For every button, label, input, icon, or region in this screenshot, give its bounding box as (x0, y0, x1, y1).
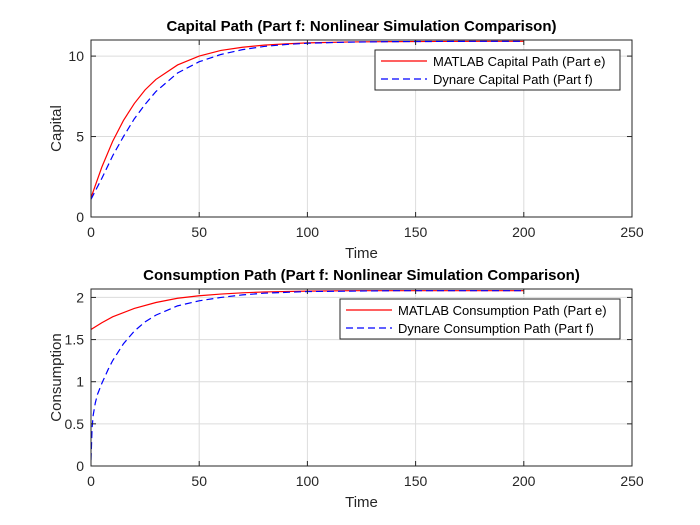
chart-panel-1: 0 50 100 150 200 250 0 5 10 Capital Path (Part f:… (48, 18, 644, 262)
legend-box (339, 298, 621, 340)
legend: MATLAB Consumption Path (Part e) Dynare C… (339, 298, 621, 340)
legend-entry-2: Dynare Consumption Path (Part f) (398, 321, 594, 336)
axes-frame (90, 288, 633, 467)
x-tick-label: 250 (620, 224, 644, 240)
legend-entry-2: Dynare Capital Path (Part f) (433, 72, 593, 87)
legend-entry-1: MATLAB Capital Path (Part e) (433, 54, 605, 69)
series-line-2 (91, 40, 524, 200)
y-tick-label: 5 (76, 129, 84, 145)
axes-frame (90, 39, 633, 218)
series-line-2 (91, 290, 524, 461)
x-axis-label: Time (345, 245, 378, 262)
x-axis-label: Time (345, 494, 378, 511)
chart-panel-2: 0 50 100 150 200 250 0 0.5 1 1.5 2 Consumption Path… (48, 267, 644, 511)
x-tick-label: 150 (404, 473, 428, 489)
y-tick-label: 1.5 (65, 332, 85, 348)
y-axis-label: Capital (48, 105, 65, 152)
y-axis-label: Consumption (48, 333, 65, 421)
x-tick-label: 0 (87, 224, 95, 240)
x-tick-label: 0 (87, 473, 95, 489)
y-tick-label: 2 (76, 289, 84, 305)
chart-title: Consumption Path (Part f: Nonlinear Simu… (143, 267, 580, 284)
y-tick-label: 1 (76, 374, 84, 390)
x-tick-label: 100 (296, 473, 320, 489)
x-tick-label: 200 (512, 224, 536, 240)
y-tick-label: 0 (76, 209, 84, 225)
x-tick-label: 250 (620, 473, 644, 489)
legend-entry-1: MATLAB Consumption Path (Part e) (398, 303, 607, 318)
legend: MATLAB Capital Path (Part e) Dynare Capit… (374, 49, 621, 91)
y-tick-label: 0.5 (65, 416, 85, 432)
x-tick-label: 50 (191, 224, 207, 240)
x-tick-label: 50 (191, 473, 207, 489)
y-tick-label: 10 (68, 48, 84, 64)
chart-title: Capital Path (Part f: Nonlinear Simulati… (166, 18, 556, 35)
x-tick-label: 200 (512, 473, 536, 489)
x-tick-label: 150 (404, 224, 428, 240)
legend-box (374, 49, 621, 91)
x-tick-label: 100 (296, 224, 320, 240)
y-tick-label: 0 (76, 458, 84, 474)
